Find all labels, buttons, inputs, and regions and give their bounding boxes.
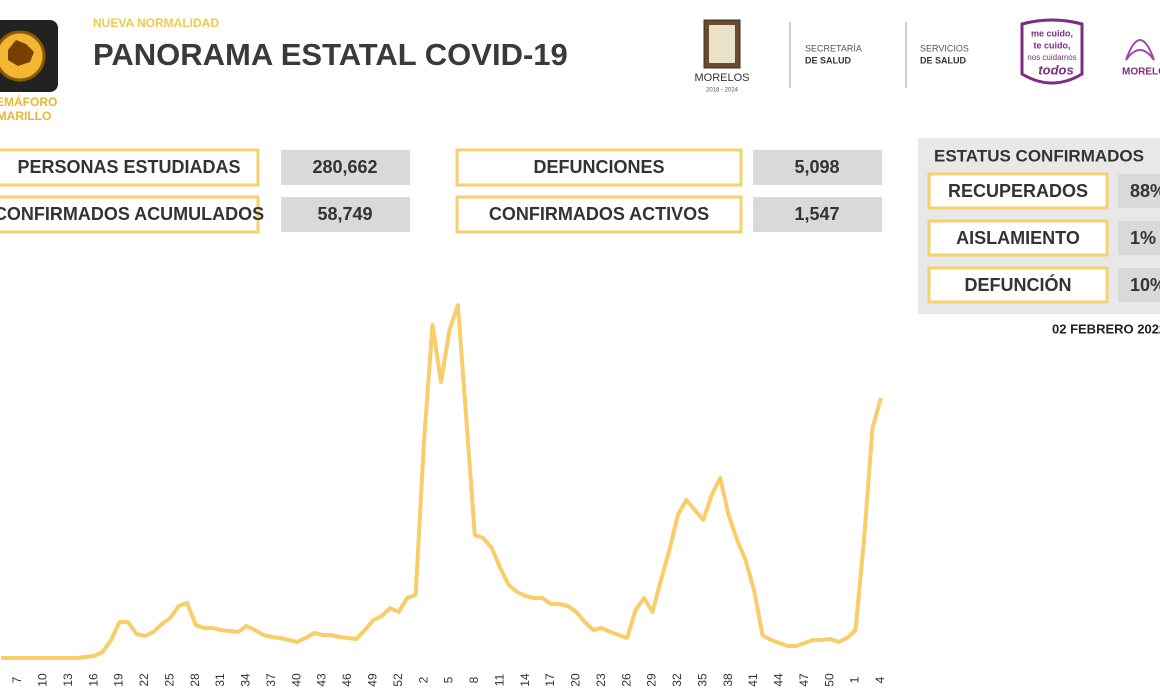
status-value-box: [1118, 221, 1160, 255]
stat-box: [0, 195, 260, 234]
stat-value-box: [281, 150, 410, 185]
semaphore-icon: [0, 20, 58, 92]
x-tick-label: 17: [543, 673, 557, 687]
stat-value: 1,547: [794, 204, 839, 224]
status-box: [927, 266, 1109, 304]
x-tick-label: 35: [695, 673, 709, 687]
x-tick-label: 8: [467, 676, 481, 683]
stat-label: DEFUNCIONES: [533, 157, 664, 177]
stat-value: 58,749: [317, 204, 372, 224]
x-tick-label: 29: [645, 673, 659, 687]
stat-label: CONFIRMADOS ACTIVOS: [489, 204, 709, 224]
x-tick-label: 32: [670, 673, 684, 687]
x-tick-label: 13: [61, 673, 75, 687]
logo-text: me cuido,: [1031, 28, 1073, 38]
x-tick-label: 20: [569, 673, 583, 687]
status-value-box: [1118, 174, 1160, 208]
x-tick-label: 28: [188, 673, 202, 687]
logo-text: MORELOS: [1122, 67, 1160, 78]
logo-text: DE SALUD: [920, 55, 967, 65]
logo-text: te cuido,: [1033, 40, 1070, 50]
status-box: [927, 172, 1109, 210]
x-tick-label: 5: [442, 676, 456, 683]
line: [1, 303, 883, 660]
stat-value-box: [281, 197, 410, 232]
logo-text: todos: [1038, 62, 1073, 77]
semaphore-label: SEMÁFORO: [0, 94, 57, 109]
stat-value: 280,662: [312, 157, 377, 177]
status-box: [927, 219, 1109, 257]
status-label: RECUPERADOS: [948, 181, 1088, 201]
stat-box: [455, 148, 743, 187]
stat-label: CONFIRMADOS ACUMULADOS: [0, 204, 264, 224]
x-tick-label: 44: [772, 673, 786, 687]
x-tick-label: 4: [873, 676, 887, 683]
x-tick-label: 31: [213, 673, 227, 687]
status-value-box: [1118, 268, 1160, 302]
logo-text: SERVICIOS: [920, 43, 969, 53]
x-tick-label: 10: [36, 673, 50, 687]
x-tick-label: 52: [391, 673, 405, 687]
x-tick-label: 40: [289, 673, 303, 687]
x-tick-label: 11: [492, 673, 506, 686]
x-tick-label: 19: [112, 673, 126, 687]
stat-value-box: [753, 197, 882, 232]
logo-text: MORELOS: [694, 72, 749, 84]
stat-label: PERSONAS ESTUDIADAS: [17, 157, 240, 177]
stat-box: [0, 148, 260, 187]
status-value: 1%: [1130, 228, 1156, 248]
stat-value-box: [753, 150, 882, 185]
x-tick-label: 47: [797, 673, 811, 687]
x-tick-label: 7: [10, 676, 24, 683]
stat-value: 5,098: [794, 157, 839, 177]
x-tick-label: 26: [619, 673, 633, 687]
logo-text: SECRETARÍA: [805, 43, 862, 53]
logo-text: 2018 - 2024: [706, 88, 739, 94]
status-value: 10%: [1130, 275, 1160, 295]
x-tick-label: 2: [416, 676, 430, 683]
x-tick-label: 25: [162, 673, 176, 687]
x-tick-label: 14: [518, 673, 532, 687]
kicker: NUEVA NORMALIDAD: [93, 16, 219, 30]
x-tick-label: 49: [365, 673, 379, 687]
x-tick-label: 43: [315, 673, 329, 687]
x-tick-label: 37: [264, 673, 278, 687]
title: PANORAMA ESTATAL COVID-19: [93, 37, 568, 72]
status-label: DEFUNCIÓN: [965, 274, 1072, 295]
logo-text: DE SALUD: [805, 55, 852, 65]
x-tick-label: 46: [340, 673, 354, 687]
x-tick-label: 23: [594, 673, 608, 687]
status-title: ESTATUS CONFIRMADOS: [934, 146, 1144, 165]
x-tick-label: 16: [86, 673, 100, 687]
logos: MORELOS 2018 - 2024 SECRETARÍA DE SALUD …: [694, 18, 1160, 94]
x-tick-label: 41: [746, 673, 760, 687]
status-value: 88%: [1130, 181, 1160, 201]
x-tick-label: 38: [721, 673, 735, 687]
logo-text: nos cuidamos: [1027, 53, 1076, 62]
x-tick-label: 22: [137, 673, 151, 687]
stat-box: [455, 195, 743, 234]
x-tick-label: 34: [239, 673, 253, 687]
x-tick-label: 50: [822, 673, 836, 687]
status-label: AISLAMIENTO: [956, 228, 1080, 248]
date: 02 FEBRERO 2022: [1052, 321, 1160, 336]
semaphore-label: AMARILLO: [0, 109, 51, 123]
x-tick-label: 1: [848, 676, 862, 683]
